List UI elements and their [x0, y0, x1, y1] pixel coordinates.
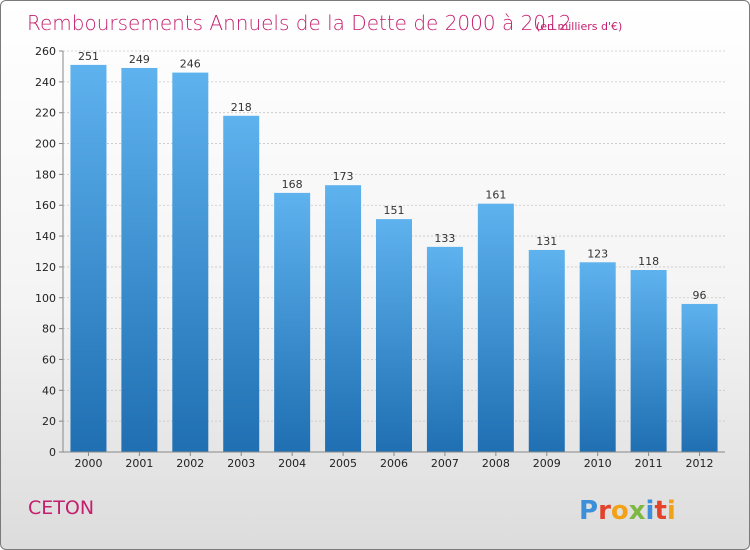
bar-2012 — [681, 303, 718, 452]
value-label: 96 — [693, 289, 707, 302]
y-tick-label: 240 — [35, 76, 56, 89]
chart-subtitle: (en milliers d'€) — [536, 20, 622, 33]
y-tick-label: 220 — [35, 107, 56, 120]
value-label: 218 — [231, 101, 252, 114]
y-axis-ticks: 0 20 40 60 80 100 120 140 160 180 200 220 240 260 — [35, 45, 63, 459]
bar-2010 — [579, 262, 616, 452]
y-tick-label: 20 — [42, 415, 56, 428]
y-tick-label: 260 — [35, 45, 56, 58]
value-label: 246 — [180, 58, 201, 71]
x-tick-label: 2002 — [176, 457, 204, 470]
x-tick-label: 2010 — [584, 457, 612, 470]
bar-2011 — [630, 270, 667, 452]
value-label: 249 — [129, 53, 150, 66]
bar-2003 — [223, 115, 260, 453]
value-label: 133 — [434, 232, 455, 245]
place-name: CETON — [28, 497, 94, 519]
y-tick-label: 100 — [35, 292, 56, 305]
x-tick-label: 2009 — [533, 457, 561, 470]
value-label: 131 — [536, 235, 557, 248]
x-tick-label: 2004 — [278, 457, 306, 470]
value-label: 161 — [485, 189, 506, 202]
value-labels: 251 249 246 218 168 173 151 133 161 131 123 118 96 — [78, 50, 707, 302]
y-tick-label: 80 — [42, 323, 56, 336]
bars — [70, 64, 718, 453]
x-tick-label: 2007 — [431, 457, 459, 470]
bar-2004 — [274, 192, 311, 452]
x-tick-label: 2005 — [329, 457, 357, 470]
x-tick-label: 2000 — [74, 457, 102, 470]
bar-2005 — [325, 185, 362, 452]
x-tick-label: 2011 — [635, 457, 663, 470]
y-tick-label: 0 — [49, 446, 56, 459]
bar-2009 — [528, 249, 565, 452]
bar-2002 — [172, 72, 209, 452]
y-tick-label: 180 — [35, 168, 56, 181]
bar-2006 — [376, 219, 412, 452]
y-tick-label: 200 — [35, 138, 56, 151]
y-tick-label: 160 — [35, 199, 56, 212]
svg-text:Proxiti: Proxiti — [579, 496, 676, 526]
value-label: 123 — [587, 247, 608, 260]
bar-2000 — [70, 64, 107, 452]
y-tick-label: 120 — [35, 261, 56, 274]
x-tick-label: 2001 — [125, 457, 153, 470]
bar-2007 — [426, 246, 463, 452]
x-tick-label: 2008 — [482, 457, 510, 470]
value-label: 168 — [282, 178, 303, 191]
y-tick-label: 140 — [35, 230, 56, 243]
bar-2001 — [121, 67, 158, 452]
chart-title: Remboursements Annuels de la Dette de 20… — [27, 11, 571, 35]
bar-2008 — [477, 203, 514, 452]
value-label: 118 — [638, 255, 659, 268]
x-axis-ticks: 2000 2001 2002 2003 2004 2005 2006 2007 2008 2009… — [74, 452, 714, 470]
value-label: 173 — [333, 170, 354, 183]
y-tick-label: 60 — [42, 353, 56, 366]
x-tick-label: 2006 — [380, 457, 408, 470]
y-tick-label: 40 — [42, 384, 56, 397]
x-tick-label: 2003 — [227, 457, 255, 470]
value-label: 251 — [78, 50, 99, 63]
x-tick-label: 2012 — [686, 457, 714, 470]
value-label: 151 — [384, 204, 405, 217]
proxiti-logo: Proxiti — [579, 496, 676, 526]
